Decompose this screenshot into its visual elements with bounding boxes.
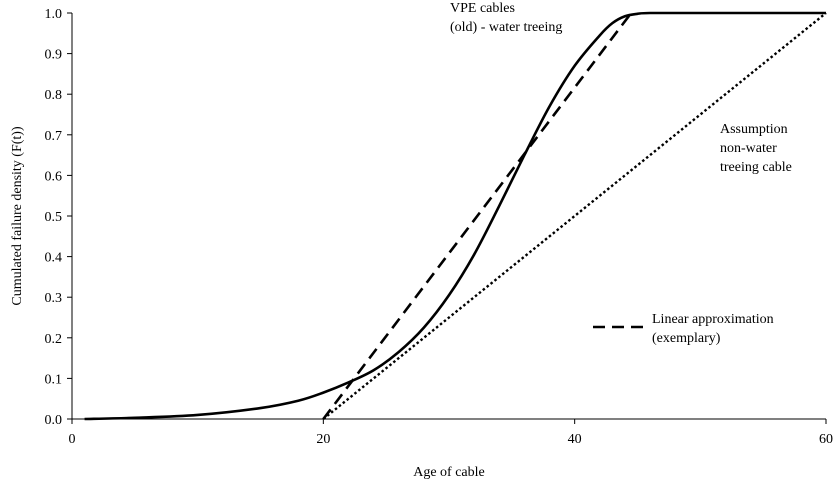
annotation-assumption-line-1: Assumption: [720, 122, 788, 137]
legend-line-1: Linear approximation: [652, 312, 774, 327]
y-tick-label: 1.0: [45, 7, 63, 22]
y-tick-label: 0.9: [45, 48, 63, 63]
x-tick-label: 20: [316, 432, 330, 447]
y-tick-label: 0.7: [45, 129, 63, 144]
axes: [67, 12, 827, 424]
y-tick-label: 0.4: [45, 251, 63, 266]
y-tick-label: 0.6: [45, 169, 63, 184]
series-line-water-treeing: [84, 11, 826, 421]
series-group: [84, 11, 827, 421]
y-tick-label: 0.5: [45, 210, 63, 225]
series-line-non-water-treeing: [322, 12, 827, 420]
x-tick-label: 40: [568, 432, 582, 447]
y-tick-label: 0.0: [45, 413, 63, 428]
series-line-linear-approximation: [322, 12, 633, 420]
y-tick-label: 0.1: [45, 372, 63, 387]
tick-labels: 0.0 0.1 0.2 0.3 0.4 0.5 0.6 0.7 0.8 0.9 1.0 0 20 40 60: [45, 7, 834, 447]
x-tick-label: 0: [69, 432, 76, 447]
legend: Linear approximation (exemplary): [593, 312, 777, 346]
annotation-vpe-cables: VPE cables (old) - water treeing: [450, 1, 562, 35]
y-tick-label: 0.3: [45, 291, 63, 306]
annotation-assumption: Assumption non-water treeing cable: [720, 122, 792, 175]
legend-entry-linear-approximation: Linear approximation (exemplary): [652, 312, 777, 346]
y-tick-label: 0.2: [45, 332, 63, 347]
annotation-vpe-line-2: (old) - water treeing: [450, 20, 562, 35]
y-tick-label: 0.8: [45, 88, 63, 103]
x-axis-title: Age of cable: [413, 465, 485, 480]
y-axis-title: Cumulated failure density (F(t)): [10, 126, 25, 306]
legend-line-2: (exemplary): [652, 331, 721, 346]
x-tick-label: 60: [819, 432, 833, 447]
annotation-vpe-line-1: VPE cables: [450, 1, 515, 16]
annotation-assumption-line-3: treeing cable: [720, 160, 792, 175]
annotation-assumption-line-2: non-water: [720, 141, 777, 156]
